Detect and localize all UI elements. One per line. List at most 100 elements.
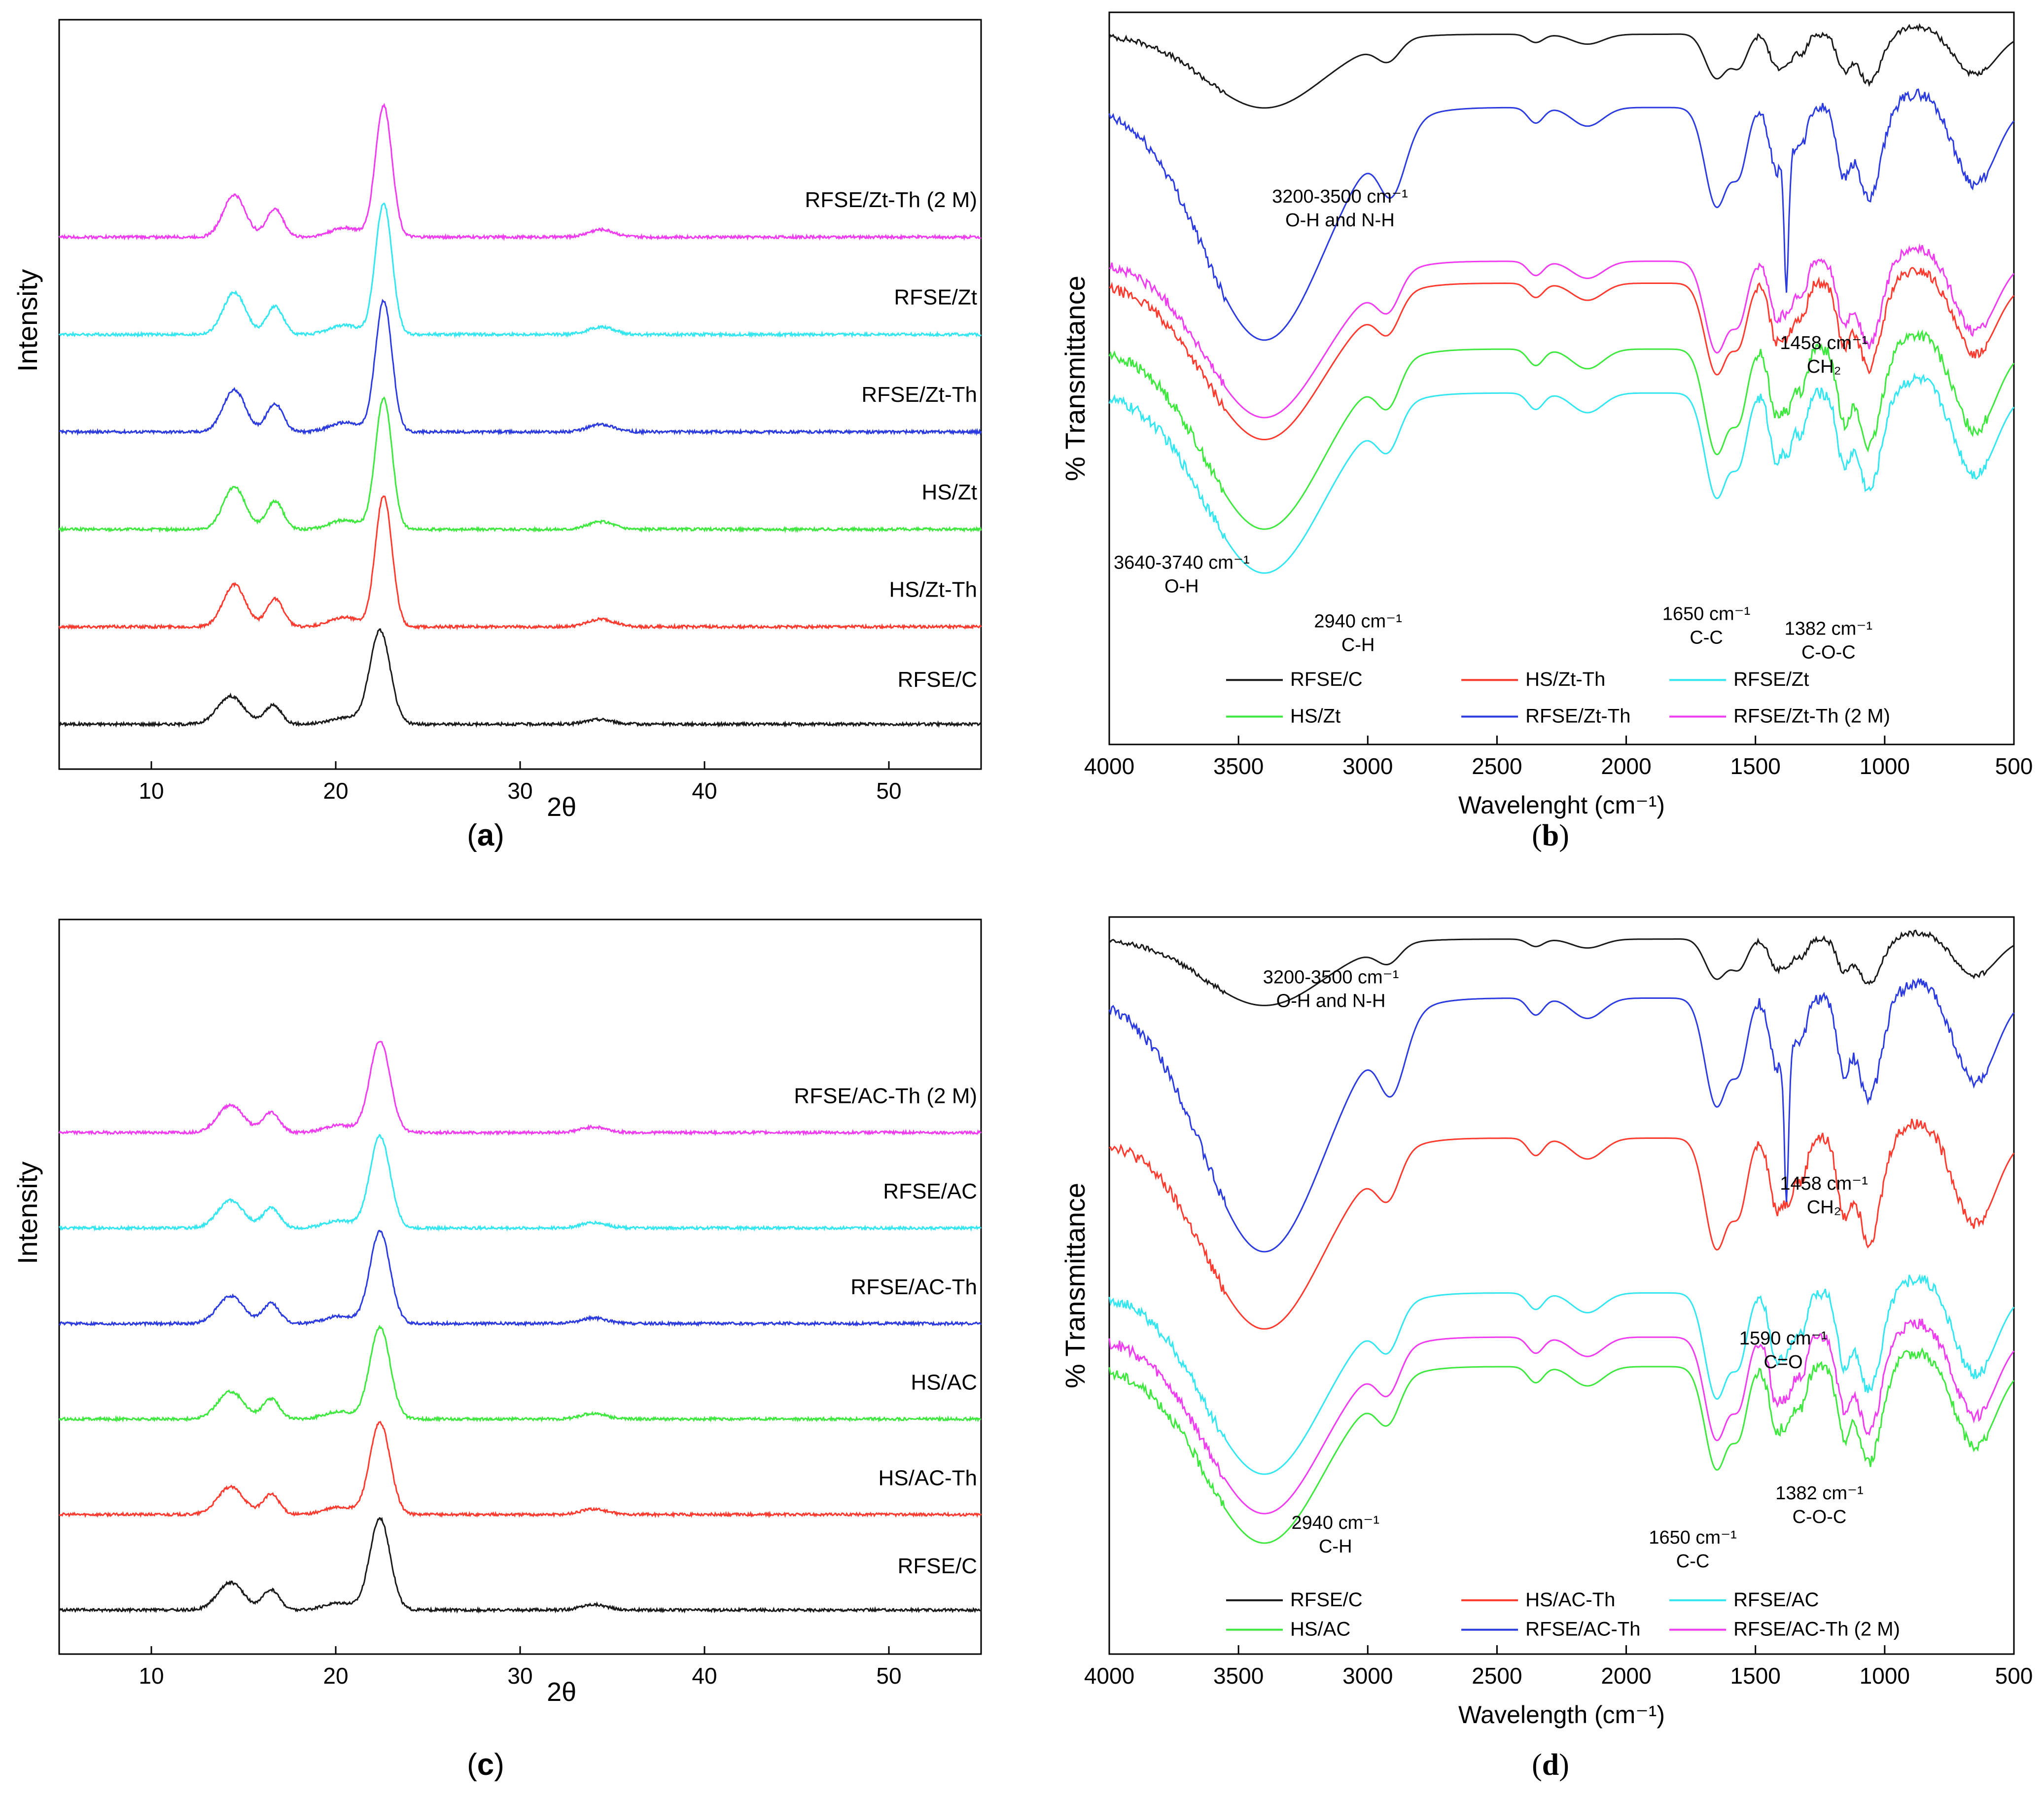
series-line-hs-zt-th — [58, 495, 982, 631]
legend-label: RFSE/AC-Th — [1525, 1619, 1640, 1640]
x-tick-label: 1500 — [1730, 753, 1781, 779]
panel-a: RFSE/C HS/Zt-Th HS/Zt RFSE/Zt-Th RFSE/Zt RFSE… — [12, 19, 982, 822]
x-axis-label: Wavelength (cm⁻¹) — [1458, 1701, 1665, 1729]
series-line-rfse-ac-th-2-m- — [58, 1041, 982, 1136]
legend-label: HS/Zt — [1290, 705, 1340, 727]
annotation-group: C-C — [1676, 1551, 1710, 1572]
legend-label: RFSE/Zt — [1733, 669, 1809, 690]
annotation-group: CH₂ — [1807, 356, 1841, 377]
x-tick-label: 40 — [692, 778, 717, 804]
series-label: RFSE/Zt — [894, 285, 977, 310]
annotation-wavenumber: 3200-3500 cm⁻¹ — [1263, 967, 1399, 988]
annotation-group: C-C — [1690, 628, 1723, 648]
annotation-wavenumber: 1458 cm⁻¹ — [1780, 1173, 1868, 1194]
x-tick-label: 1500 — [1730, 1663, 1781, 1689]
series-line-hs-ac — [58, 1324, 982, 1423]
series-line-rfse-c — [1108, 929, 2014, 1006]
series-line-hs-ac — [1108, 1347, 2015, 1544]
series-line-hs-zt — [58, 396, 982, 533]
panel-caption: (d) — [1532, 1748, 1569, 1782]
x-tick-label: 1000 — [1860, 1663, 1910, 1689]
annotation-group: CH₂ — [1807, 1197, 1841, 1218]
y-axis-label: % Transmittance — [1059, 1183, 1091, 1388]
series-line-rfse-ac-th — [1108, 977, 2015, 1253]
y-axis-label: % Transmittance — [1059, 276, 1091, 481]
x-tick-label: 4000 — [1084, 753, 1134, 779]
series-line-hs-zt — [1108, 329, 2015, 530]
legend-label: RFSE/Zt-Th (2 M) — [1733, 705, 1890, 727]
x-tick-label: 2500 — [1472, 1663, 1522, 1689]
panel-c: RFSE/C HS/AC-Th HS/AC RFSE/AC-Th RFSE/AC RFSE… — [12, 918, 982, 1707]
annotation-wavenumber: 1650 cm⁻¹ — [1649, 1527, 1736, 1548]
annotation-wavenumber: 2940 cm⁻¹ — [1314, 611, 1402, 632]
series-label: HS/Zt-Th — [889, 577, 977, 601]
y-axis-label: Intensity — [12, 1162, 43, 1265]
series-label: RFSE/Zt-Th — [861, 383, 977, 407]
x-tick-label: 50 — [876, 1663, 901, 1689]
plot-frame — [58, 918, 982, 1655]
x-tick-label: 2500 — [1472, 753, 1522, 779]
series-line-hs-ac-th — [59, 1420, 982, 1518]
series-line-rfse-zt-th-2-m- — [58, 103, 982, 241]
annotation-wavenumber: 1458 cm⁻¹ — [1780, 333, 1868, 353]
annotation-group: C-H — [1319, 1536, 1352, 1557]
annotation-group: O-H and N-H — [1276, 991, 1386, 1012]
series-label: HS/AC — [911, 1371, 977, 1395]
plot-frame — [1108, 916, 2015, 1655]
x-tick-label: 30 — [507, 778, 532, 804]
series-line-rfse-zt-th — [1108, 88, 2015, 341]
annotation-wavenumber: 1590 cm⁻¹ — [1739, 1328, 1827, 1349]
panel-caption: (b) — [1532, 819, 1569, 852]
x-tick-label: 3000 — [1342, 753, 1393, 779]
x-tick-label: 500 — [1995, 1663, 2033, 1689]
x-tick-label: 3000 — [1342, 1663, 1393, 1689]
legend-label: RFSE/C — [1290, 669, 1363, 690]
series-line-rfse-zt — [1108, 372, 2015, 574]
annotation-group: O-H and N-H — [1285, 210, 1395, 231]
x-tick-label: 10 — [139, 778, 164, 804]
plot-frame — [58, 19, 982, 770]
x-axis-label: 2θ — [547, 1677, 576, 1707]
x-axis-label: Wavelenght (cm⁻¹) — [1458, 791, 1665, 819]
annotation-group: C=O — [1763, 1352, 1802, 1373]
x-tick-label: 40 — [692, 1663, 717, 1689]
series-line-rfse-c — [59, 628, 982, 728]
series-line-rfse-ac-th — [59, 1230, 982, 1327]
annotation-wavenumber: 3640-3740 cm⁻¹ — [1114, 553, 1250, 573]
legend-label: RFSE/AC — [1733, 1589, 1819, 1611]
annotation-wavenumber: 2940 cm⁻¹ — [1292, 1513, 1379, 1533]
panel-b: 4000 3500 3000 2500 2000 1500 1000 500 Wavelengh… — [1059, 11, 2033, 819]
annotation-wavenumber: 3200-3500 cm⁻¹ — [1272, 186, 1408, 207]
series-label: RFSE/AC-Th (2 M) — [794, 1084, 977, 1108]
series-label: RFSE/AC — [883, 1179, 977, 1203]
annotation-wavenumber: 1382 cm⁻¹ — [1785, 618, 1872, 639]
annotation-group: C-O-C — [1793, 1507, 1847, 1527]
series-line-hs-zt-th — [1109, 267, 2015, 440]
x-tick-label: 4000 — [1084, 1663, 1134, 1689]
x-tick-label: 2000 — [1601, 1663, 1651, 1689]
panel-d: 4000 3500 3000 2500 2000 1500 1000 500 Wavelengt… — [1059, 916, 2033, 1729]
plot-frame — [1108, 11, 2015, 745]
legend-label: RFSE/C — [1290, 1589, 1363, 1611]
x-tick-label: 30 — [507, 1663, 532, 1689]
series-label: RFSE/Zt-Th (2 M) — [805, 188, 977, 212]
series-line-hs-ac-th — [1109, 1118, 2015, 1330]
legend-label: RFSE/Zt-Th — [1525, 705, 1630, 727]
x-tick-label: 500 — [1995, 753, 2033, 779]
series-label: RFSE/C — [898, 668, 977, 692]
x-tick-label: 20 — [323, 1663, 348, 1689]
x-tick-label: 3500 — [1213, 1663, 1264, 1689]
annotation-group: C-H — [1341, 635, 1375, 655]
series-line-rfse-ac-th-2-m- — [1108, 1318, 2015, 1515]
x-tick-label: 10 — [139, 1663, 164, 1689]
series-line-rfse-zt-th-2-m- — [1109, 243, 2015, 419]
series-label: HS/Zt — [922, 480, 977, 504]
x-tick-label: 50 — [876, 778, 901, 804]
panel-caption: (a) — [467, 818, 504, 852]
annotation-group: C-O-C — [1801, 642, 1856, 663]
x-tick-label: 2000 — [1601, 753, 1651, 779]
legend-label: HS/AC — [1290, 1619, 1350, 1640]
annotation-wavenumber: 1382 cm⁻¹ — [1775, 1483, 1863, 1504]
series-label: HS/AC-Th — [879, 1466, 977, 1490]
